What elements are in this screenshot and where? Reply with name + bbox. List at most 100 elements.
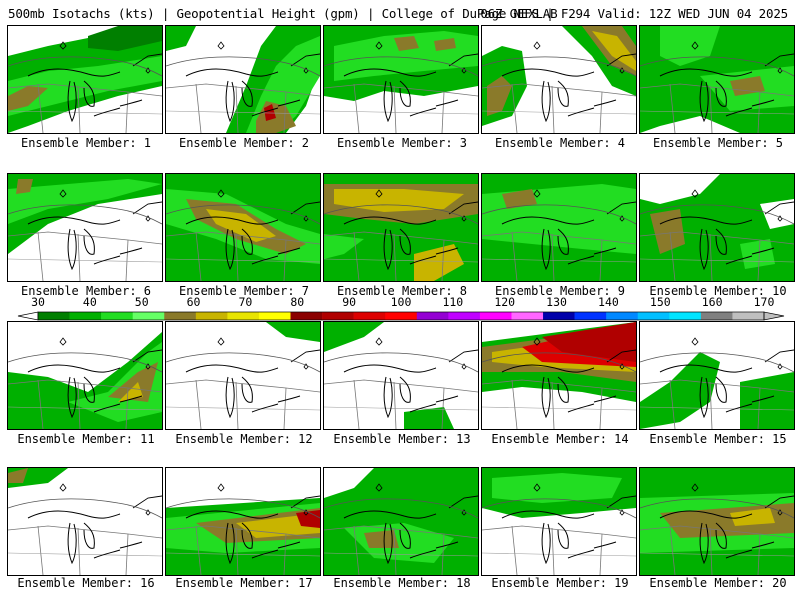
map-outline [482,483,636,575]
colorbar-tick-label: 110 [442,295,464,309]
member-label: Ensemble Member: 11 [17,432,155,446]
colorbar-swatch [258,312,291,320]
colorbar-tick-label: 90 [342,295,357,309]
speed-colorbar: 30 40 50 60 70 80 90 100 110 120 130 140 150 160 170 [16,295,786,329]
header-run-info: 06Z GEFS | F294 Valid: 12Z WED JUN 04 20… [480,6,788,21]
colorbar-tick-label: 140 [598,295,619,309]
map-outline [166,41,320,133]
colorbar-tick-label: 50 [134,295,149,309]
member-label: Ensemble Member: 9 [494,284,626,298]
colorbar-swatch [669,312,702,320]
member-label: Ensemble Member: 6 [20,284,152,298]
map-outline [166,189,320,281]
map-outline [640,483,794,575]
map-outline [482,189,636,281]
map-outline [166,337,320,429]
map-outline [8,189,162,281]
ensemble-panel-2[interactable] [165,25,321,134]
member-label: Ensemble Member: 13 [333,432,471,446]
ensemble-panel-15[interactable] [639,321,795,430]
map-outline [482,337,636,429]
ensemble-panel-11[interactable] [7,321,163,430]
ensemble-panel-4[interactable] [481,25,637,134]
ensemble-panel-14[interactable] [481,321,637,430]
colorbar-tick-label: 40 [82,295,97,309]
map-outline [324,337,478,429]
ensemble-panel-10[interactable] [639,173,795,282]
ensemble-panel-19[interactable] [481,467,637,576]
colorbar-low-arrow [17,311,39,321]
member-label: Ensemble Member: 18 [333,576,471,590]
map-outline [324,483,478,575]
map-outline [482,41,636,133]
ensemble-panel-6[interactable] [7,173,163,282]
ensemble-panel-5[interactable] [639,25,795,134]
ensemble-panel-12[interactable] [165,321,321,430]
map-header: 500mb Isotachs (kts) | Geopotential Heig… [4,2,796,22]
member-label: Ensemble Member: 5 [652,136,784,150]
member-label: Ensemble Member: 14 [491,432,629,446]
colorbar-swatch [322,312,354,320]
ensemble-panel-3[interactable] [323,25,479,134]
member-label: Ensemble Member: 15 [649,432,787,446]
ensemble-panel-9[interactable] [481,173,637,282]
colorbar-swatch [416,312,449,320]
colorbar-tick-label: 120 [494,295,516,309]
map-outline [8,337,162,429]
map-outline [166,483,320,575]
colorbar-tick-label: 100 [390,295,412,309]
member-label: Ensemble Member: 17 [175,576,313,590]
map-outline [8,41,162,133]
colorbar-tick-label: 70 [238,295,253,309]
member-label: Ensemble Member: 7 [178,284,310,298]
colorbar-tick-label: 60 [186,295,201,309]
colorbar-swatch [511,312,544,320]
ensemble-panel-13[interactable] [323,321,479,430]
colorbar-swatch [700,312,733,320]
colorbar-swatch [606,312,639,320]
member-label: Ensemble Member: 10 [649,284,787,298]
map-outline [324,41,478,133]
colorbar-swatch [732,312,765,320]
member-label: Ensemble Member: 8 [336,284,468,298]
colorbar-tick-label: 30 [31,295,45,309]
header-title: 500mb Isotachs (kts) | Geopotential Heig… [8,6,558,21]
member-label: Ensemble Member: 12 [175,432,313,446]
member-label: Ensemble Member: 1 [20,136,152,150]
colorbar-high-arrow [763,311,785,321]
map-outline [324,189,478,281]
ensemble-panel-18[interactable] [323,467,479,576]
map-outline [640,337,794,429]
map-outline [640,189,794,281]
colorbar-swatch [132,312,165,320]
ensemble-panel-20[interactable] [639,467,795,576]
colorbar-swatch [637,312,670,320]
colorbar-tick-label: 150 [649,295,671,309]
member-label: Ensemble Member: 3 [336,136,468,150]
member-label: Ensemble Member: 20 [649,576,787,590]
colorbar-swatch [574,312,607,320]
ensemble-panel-8[interactable] [323,173,479,282]
colorbar-swatch [479,312,512,320]
ensemble-panel-7[interactable] [165,173,321,282]
colorbar-swatch [164,312,197,320]
colorbar-swatch [353,312,386,320]
colorbar-swatch [290,312,323,320]
member-label: Ensemble Member: 2 [178,136,310,150]
ensemble-panel-1[interactable] [7,25,163,134]
colorbar-tick-label: 170 [753,295,775,309]
colorbar-swatch [101,312,133,320]
colorbar-swatch [543,312,575,320]
colorbar-swatch [195,312,228,320]
member-label: Ensemble Member: 4 [494,136,626,150]
colorbar-tick-label: 160 [701,295,723,309]
ensemble-panel-17[interactable] [165,467,321,576]
ensemble-panel-16[interactable] [7,467,163,576]
member-label: Ensemble Member: 16 [17,576,155,590]
map-outline [8,483,162,575]
member-label: Ensemble Member: 19 [491,576,629,590]
map-outline [640,41,794,133]
colorbar-swatch [448,312,481,320]
colorbar-swatch [69,312,102,320]
colorbar-swatch [227,312,260,320]
